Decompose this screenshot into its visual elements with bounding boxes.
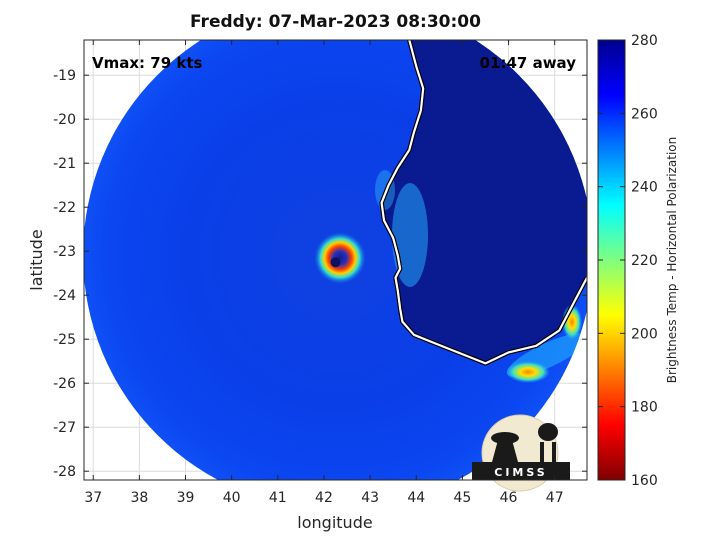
y-tick-label: -28 [53,464,76,480]
y-tick-label: -22 [53,200,76,216]
storm-eyewall [314,232,366,284]
colorbar-tick-label: 200 [631,326,658,342]
x-axis-label: longitude [297,513,372,532]
x-tick-label: 38 [130,490,148,506]
colorbar-tick-label: 280 [631,33,658,49]
y-tick-label: -21 [53,156,76,172]
convection-southeast [506,361,550,383]
x-tick-label: 41 [269,490,287,506]
axes-box [83,39,588,481]
y-tick-label: -23 [53,244,76,260]
colorbar-tick-label: 220 [631,253,658,269]
x-tick-label: 47 [546,490,564,506]
colorbar-tick-label: 160 [631,473,658,489]
y-tick-label: -19 [53,68,76,84]
x-tick-label: 37 [84,490,102,506]
x-tick-label: 44 [407,490,425,506]
y-tick-label: -20 [53,112,76,128]
y-tick-label: -24 [53,288,76,304]
colorbar-tick-label: 260 [631,106,658,122]
storm-eye [330,257,341,268]
colorbar-tick-label: 180 [631,400,658,416]
x-tick-label: 43 [361,490,379,506]
time-away-label: 01:47 away [480,54,577,72]
x-tick-label: 46 [500,490,518,506]
x-tick-label: 42 [315,490,333,506]
cimss-logo-text: CIMSS [494,466,547,479]
y-tick-label: -26 [53,376,76,392]
coastline [380,40,587,365]
cimss-logo: CIMSS [472,414,570,492]
y-tick-label: -25 [53,332,76,348]
vmax-label: Vmax: 79 kts [92,54,202,72]
y-tick-label: -27 [53,420,76,436]
chart-title: Freddy: 07-Mar-2023 08:30:00 [190,12,481,32]
x-tick-label: 40 [223,490,241,506]
x-tick-label: 39 [177,490,195,506]
colorbar-label: Brightness Temp - Horizontal Polarizatio… [665,137,679,384]
colorbar-tick-label: 240 [631,180,658,196]
y-axis-label: latitude [27,229,46,290]
x-tick-label: 45 [453,490,471,506]
